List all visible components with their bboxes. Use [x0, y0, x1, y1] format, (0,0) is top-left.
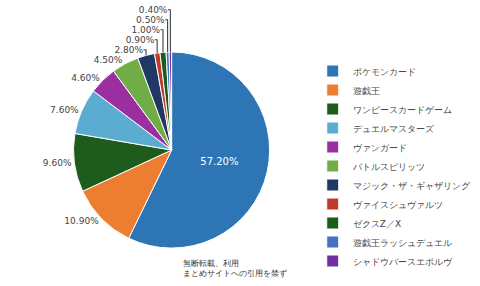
svg-text:1.00%: 1.00% [131, 25, 160, 35]
svg-text:9.60%: 9.60% [43, 158, 72, 168]
svg-text:0.50%: 0.50% [136, 15, 165, 25]
svg-text:4.60%: 4.60% [71, 73, 100, 83]
svg-text:ヴァイスシュヴァルツ: ヴァイスシュヴァルツ [353, 200, 443, 210]
svg-text:デュエルマスターズ: デュエルマスターズ [353, 124, 435, 134]
svg-text:遊戯王ラッシュデュエル: 遊戯王ラッシュデュエル [353, 238, 452, 248]
svg-text:遊戯王: 遊戯王 [353, 86, 380, 96]
svg-text:4.50%: 4.50% [94, 55, 123, 65]
svg-text:ゼクスZ／X: ゼクスZ／X [353, 219, 401, 229]
svg-text:2.80%: 2.80% [114, 45, 143, 55]
svg-text:57.20%: 57.20% [200, 156, 238, 167]
svg-text:ポケモンカード: ポケモンカード [353, 67, 416, 77]
svg-text:0.90%: 0.90% [126, 35, 155, 45]
svg-text:シャドウバースエボルヴ: シャドウバースエボルヴ [353, 257, 453, 267]
svg-text:バトルスピリッツ: バトルスピリッツ [352, 162, 425, 172]
svg-text:7.60%: 7.60% [50, 105, 79, 115]
svg-text:マジック・ザ・ギャザリング: マジック・ザ・ギャザリング [353, 181, 471, 191]
svg-text:ヴァンガード: ヴァンガード [353, 143, 407, 153]
svg-text:無断転載、利用まとめサイトへの引用を禁ず: 無断転載、利用まとめサイトへの引用を禁ず [183, 259, 287, 278]
svg-text:0.40%: 0.40% [139, 5, 168, 15]
svg-text:ワンピースカードゲーム: ワンピースカードゲーム [353, 105, 452, 115]
svg-text:10.90%: 10.90% [64, 216, 99, 226]
